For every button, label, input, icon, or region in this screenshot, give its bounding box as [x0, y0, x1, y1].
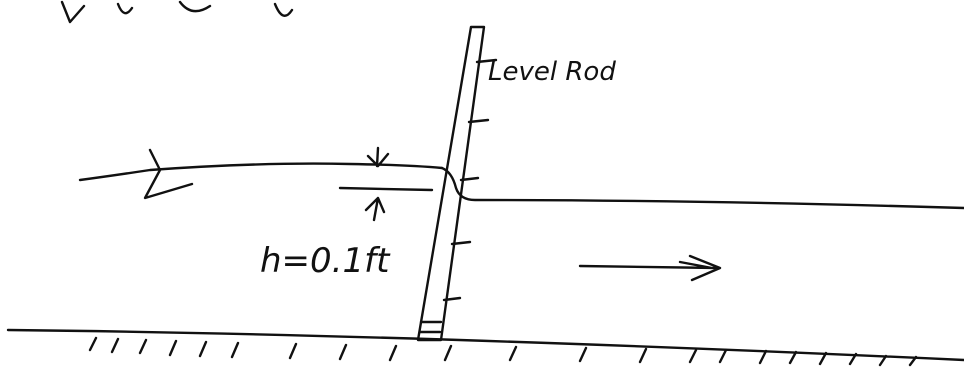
rod [418, 27, 484, 340]
bed [8, 330, 964, 360]
rod-label: Level Rod [488, 57, 616, 87]
sketch: Level Rod h=0.1ft [0, 0, 964, 368]
scribble [62, 2, 292, 22]
flow-arrow [580, 256, 720, 280]
water-surface-drop [442, 168, 964, 208]
surface-symbol [145, 150, 192, 198]
depth-label: h=0.1ft [260, 241, 391, 281]
depth-line [340, 188, 432, 190]
depth-arrow-up [366, 198, 384, 220]
water-surface-upstream [80, 164, 442, 180]
rod-base [420, 322, 441, 332]
